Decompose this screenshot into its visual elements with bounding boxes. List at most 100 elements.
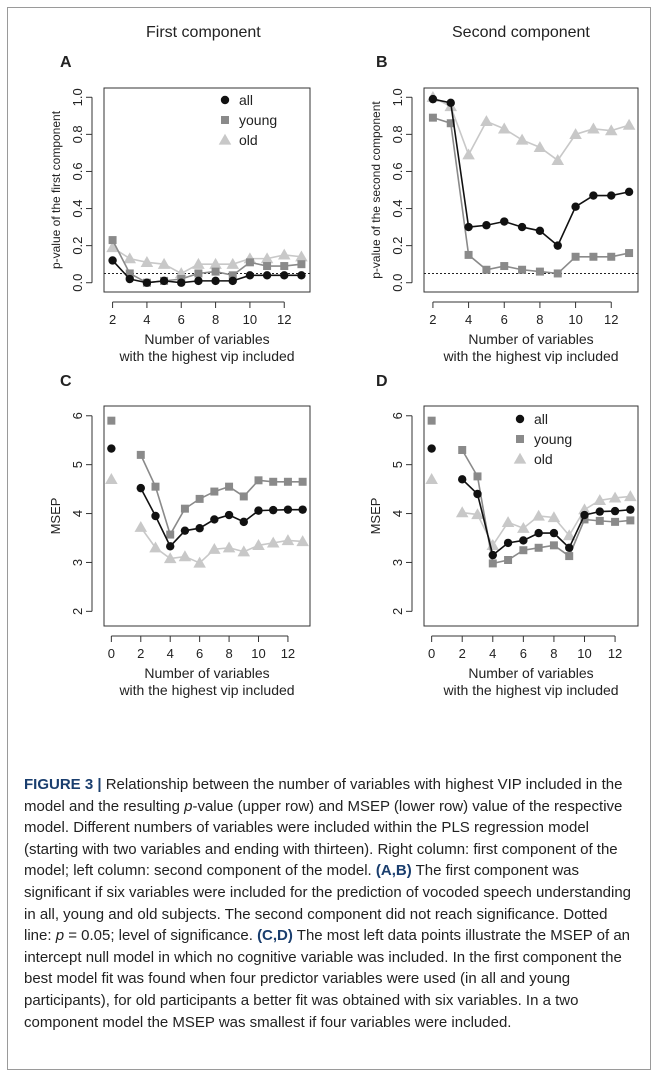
panel-b-series-young-point	[500, 262, 509, 271]
chart-area: A 0.0 0.2 0.4 0.6 0.8 1.0 p-value of the first …	[48, 54, 639, 698]
caption-ref-ab: (A,B)	[375, 862, 412, 880]
panel-d-x-tick-label: 6	[520, 646, 527, 661]
panel-c-series-young-null-model-point	[107, 416, 116, 425]
panel-b-series-young-point	[571, 252, 580, 261]
panel-b-series-old-point	[533, 141, 547, 152]
panel-d-x-label-line: with the highest vip included	[442, 682, 618, 698]
panel-c-series-young-line	[140, 454, 303, 537]
panel-c-series-old-point	[208, 542, 221, 554]
panel-c-series-all-point	[269, 505, 278, 515]
panel-c-x-tick-label: 8	[225, 646, 232, 661]
panel-a-y-tick-label: 0.2	[70, 237, 85, 255]
caption-ref-cd: (C,D)	[257, 927, 293, 945]
panel-c-x-tick-label: 2	[137, 646, 144, 661]
panel-d-series-old-point	[455, 506, 469, 518]
panel-a-series-young-point	[263, 262, 272, 271]
panel-a-series-all-point	[159, 276, 169, 286]
caption-p-italic-2: p	[55, 927, 65, 945]
panel-d-series-all-point	[610, 506, 620, 516]
panel-d-series-old-point	[547, 511, 561, 523]
caption-p-italic: p	[184, 797, 193, 815]
panel-a-series-old-point	[106, 241, 119, 253]
panel-d-series-young-point	[549, 541, 558, 550]
panel-d-series-old-point	[578, 503, 591, 515]
panel-d-series-all-point	[626, 505, 635, 514]
panel-b-series-all-point	[517, 222, 527, 232]
caption-text-5: The most left data points illustrate the…	[24, 927, 631, 1031]
panel-b-y-tick-label: 0.4	[390, 200, 405, 218]
panel-a-series-all-point	[211, 276, 220, 286]
panel-b-series-all-point	[428, 94, 438, 104]
panel-d-series-all-point	[519, 536, 528, 545]
panel-b-series-all-point	[607, 191, 616, 200]
panel-d-x-tick-label: 10	[577, 646, 591, 661]
figure-frame	[7, 7, 651, 1070]
panel-c-series-old-point	[266, 536, 280, 548]
panel-b-series-all-point	[446, 98, 455, 108]
caption-text-3: The first component was significant if s…	[24, 862, 632, 945]
panel-d-series-young-line	[461, 449, 631, 565]
panel-b-series-all-point	[571, 202, 580, 211]
panel-a-legend-marker-all	[220, 95, 230, 105]
panel-a-y-tick-label: 0.0	[70, 274, 85, 292]
panel-d-x-tick-label: 2	[459, 646, 466, 661]
panel-d-legend-label-old: old	[534, 451, 553, 467]
column-title-second: Second component	[452, 24, 590, 41]
panel-a-x-tick-label: 4	[143, 312, 150, 327]
panel-c-series-young-point	[151, 482, 160, 491]
panel-c-y-label: MSEP	[48, 498, 63, 535]
panel-a-x-tick-label: 10	[243, 312, 257, 327]
panel-d-series-all-point	[503, 538, 513, 548]
panel-a-series-old-point	[123, 252, 137, 264]
caption-text-1: Relationship between the number of varia…	[24, 776, 623, 815]
panel-c-series-young-point	[298, 477, 307, 486]
panel-d-series-young-point	[565, 552, 574, 561]
panel-a-series-old-point	[295, 250, 308, 262]
panel-a-x-label-line: with the highest vip included	[118, 348, 294, 364]
panel-a-series-old-point	[140, 256, 154, 267]
column-title-first: First component	[146, 24, 261, 41]
panel-b-series-all-point	[553, 241, 562, 250]
panel-d-series-all-point	[473, 489, 482, 499]
panel-b-series-young-point	[553, 269, 562, 278]
panel-b-x-tick-label: 8	[536, 312, 543, 327]
panel-a-series-all-point	[108, 256, 117, 265]
panel-b-y-tick-label: 0.6	[390, 162, 405, 180]
panel-c-series-old-null-model-point	[105, 473, 118, 484]
panel-d-series-old-point	[532, 509, 545, 521]
panel-a-x-tick-label: 8	[212, 312, 219, 327]
panel-d-series-old-point	[517, 521, 530, 533]
panel-d-series-old-null-model-point	[425, 473, 438, 484]
panel-d-series-all-point	[595, 507, 604, 516]
panel-c-x-tick-label: 0	[108, 646, 115, 661]
panel-a-y-tick-label: 0.8	[70, 125, 85, 143]
panel-a-series-all-point	[228, 276, 237, 286]
panel-c-series-all-point	[224, 510, 234, 520]
panel-b-series-young-point	[607, 252, 616, 261]
panel-c-x-tick-label: 4	[167, 646, 174, 661]
panel-c-series-all-point	[166, 542, 175, 551]
panel-b-series-young-point	[625, 249, 634, 258]
panel-c-series-all-point	[254, 506, 263, 515]
figure-label: FIGURE 3 |	[24, 776, 102, 793]
panel-a-x-label-line: Number of variables	[144, 331, 269, 347]
panel-d-series-young-point	[473, 472, 482, 481]
panel-a-series-young-point	[211, 267, 220, 276]
panel-c-series-old-point	[237, 545, 251, 557]
panel-a-letter: A	[60, 54, 72, 71]
panel-d-x-tick-label: 4	[489, 646, 496, 661]
panel-c-series-all-point	[283, 505, 293, 514]
panel-a-legend-marker-young	[221, 116, 229, 124]
panel-c-series-young-point	[283, 477, 292, 486]
panel-c-series-all-point	[151, 511, 160, 521]
panel-a-x-tick-label: 2	[109, 312, 116, 327]
panel-a-series-old-point	[226, 257, 240, 269]
panel-b-x-tick-label: 4	[465, 312, 472, 327]
panel-b-x-tick-label: 6	[501, 312, 508, 327]
panel-c-series-young-point	[195, 494, 204, 503]
panel-a-series-all-point	[177, 278, 186, 287]
panel-a-x-tick-label: 6	[178, 312, 185, 327]
panel-d-y-tick-label: 2	[390, 608, 405, 615]
panel-b-series-all-point	[624, 187, 634, 197]
panel-b-series-all-point	[500, 217, 509, 226]
